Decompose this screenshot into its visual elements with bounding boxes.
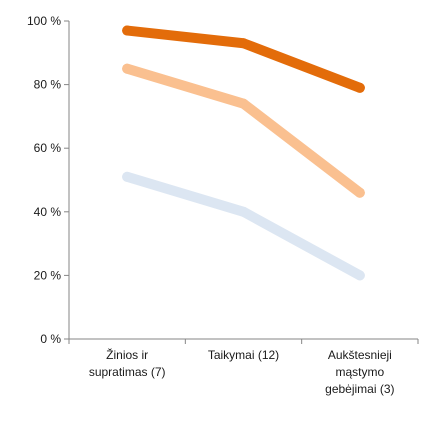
data-point: [238, 38, 249, 49]
x-tick-label-line: Taikymai (12): [208, 348, 279, 362]
x-tick-label-line: supratimas (7): [89, 365, 166, 379]
x-tick-label: Taikymai (12): [208, 348, 279, 362]
x-tick-label-line: mąstymo: [335, 365, 384, 379]
data-point: [122, 25, 133, 36]
data-point: [122, 63, 133, 74]
data-point: [354, 187, 365, 198]
x-tick-label: Aukštesnieji mąstymo gebėjimai (3): [325, 348, 394, 396]
data-point: [122, 171, 133, 182]
data-point: [354, 270, 365, 281]
x-tick-label: Žinios ir supratimas (7): [89, 347, 166, 379]
y-tick-label: 100 %: [27, 14, 61, 28]
y-tick-label: 40 %: [34, 205, 62, 219]
y-tick-label: 0 %: [40, 332, 61, 346]
y-tick-label: 20 %: [34, 268, 62, 282]
y-axis-ticks: 0 % 20 % 40 % 60 % 80 % 100 %: [27, 14, 69, 346]
x-tick-label-line: Žinios ir: [106, 347, 148, 362]
series-lines: [122, 25, 365, 281]
series-line-3: [122, 171, 365, 281]
y-tick-label: 80 %: [34, 78, 62, 92]
y-tick-label: 60 %: [34, 141, 62, 155]
x-axis-ticks: Žinios ir supratimas (7) Taikymai (12) Aukš…: [68, 339, 419, 396]
x-tick-label-line: gebėjimai (3): [325, 382, 394, 396]
data-point: [238, 206, 249, 217]
data-point: [354, 82, 365, 93]
axes: [68, 21, 418, 340]
data-point: [238, 98, 249, 109]
series-line-2: [122, 63, 365, 198]
x-tick-label-line: Aukštesnieji: [328, 348, 392, 362]
